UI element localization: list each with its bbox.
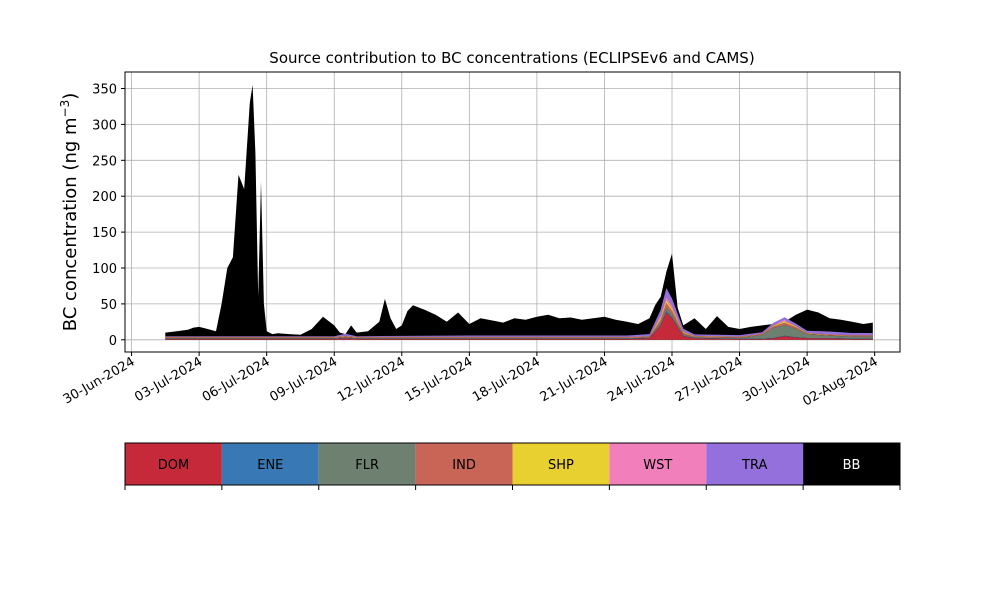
legend-swatch-wst [609, 443, 707, 485]
legend-label: SHP [548, 458, 574, 473]
legend-label: ENE [257, 458, 283, 473]
legend-swatch-bb [803, 443, 900, 485]
x-tick-label: 21-Jul-2024 [538, 354, 611, 405]
legend-swatch-dom [125, 443, 222, 485]
legend-swatch-shp [512, 443, 610, 485]
legend-label: IND [452, 458, 476, 473]
legend-label: TRA [741, 458, 767, 473]
x-tick-label: 24-Jul-2024 [605, 354, 678, 405]
y-axis-label: BC concentration (ng m−3) [58, 93, 81, 332]
y-tick-label: 300 [92, 118, 117, 133]
y-tick-label: 50 [100, 298, 117, 313]
legend-swatch-flr [318, 443, 416, 485]
area-flr [165, 307, 873, 339]
x-tick-label: 12-Jul-2024 [335, 354, 408, 405]
area-bb [165, 84, 873, 340]
legend-label: FLR [355, 458, 379, 473]
legend: DOM ENE FLR IND SHP WST TRA BB [124, 442, 901, 490]
x-tick-label: 06-Jul-2024 [200, 354, 273, 405]
legend-label: DOM [158, 458, 189, 473]
y-tick-label: 0 [109, 334, 117, 349]
x-tick-label: 09-Jul-2024 [267, 354, 340, 405]
legend-frame [124, 442, 901, 486]
legend-swatch-tra [706, 443, 804, 485]
legend-swatch-ene [221, 443, 319, 485]
x-tick-label: 02-Aug-2024 [800, 354, 880, 409]
y-tick-label: 150 [92, 226, 117, 241]
y-axis-ticks: 0 50 100 150 200 250 300 350 [92, 83, 125, 349]
x-tick-label: 15-Jul-2024 [403, 354, 476, 405]
legend-swatch-ind [415, 443, 513, 485]
y-tick-label: 250 [92, 154, 117, 169]
x-tick-label: 30-Jun-2024 [61, 354, 138, 407]
stacked-areas [165, 84, 873, 340]
y-tick-label: 100 [92, 262, 117, 277]
y-tick-label: 200 [92, 190, 117, 205]
plot-frame [124, 71, 901, 353]
chart-title: Source contribution to BC concentrations… [269, 49, 754, 67]
y-tick-label: 350 [92, 83, 117, 98]
legend-label: WST [643, 458, 672, 473]
legend-label: BB [843, 458, 861, 473]
x-tick-label: 27-Jul-2024 [673, 354, 746, 405]
x-tick-label: 18-Jul-2024 [470, 354, 543, 405]
x-axis-ticks: 30-Jun-202403-Jul-202406-Jul-202409-Jul-… [61, 352, 881, 410]
x-tick-label: 03-Jul-2024 [132, 354, 205, 405]
